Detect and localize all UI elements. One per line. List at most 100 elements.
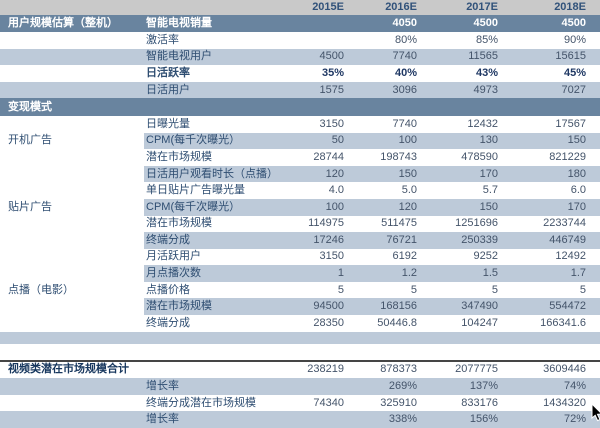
- value-cell: 9252: [473, 250, 498, 263]
- table-row: 激活率 80% 85% 90%: [0, 32, 600, 49]
- row-label-cell: 潜在市场规模: [146, 300, 212, 313]
- row-label-cell: 终端分成: [146, 233, 190, 246]
- value-cell: 120: [398, 200, 417, 213]
- table-row: CPM(每千次曝光） 100 120 150 170: [0, 198, 600, 216]
- value-cell: 338%: [388, 413, 417, 426]
- value-cell: 269%: [388, 379, 417, 392]
- table-row: 日活跃率 35% 40% 43% 45%: [0, 65, 600, 82]
- value-cell: 45%: [563, 67, 586, 80]
- spacer-row-cell: [0, 332, 600, 344]
- year-header-cell: 2017E: [466, 0, 498, 13]
- section-title-cell: 变现模式: [8, 100, 52, 113]
- value-cell: 130: [479, 134, 498, 147]
- table-row: 潜在市场规模 94500 168156 347490 554472: [0, 298, 600, 315]
- value-cell: 250339: [461, 233, 498, 246]
- value-cell: 85%: [475, 33, 498, 46]
- empty-cell: [0, 394, 144, 412]
- table-row: 增长率 338% 156% 72%: [0, 411, 600, 428]
- value-cell: 100: [398, 134, 417, 147]
- row-label-cell: 终端分成: [146, 316, 190, 329]
- value-cell: 28350: [313, 316, 344, 329]
- value-cell: 554472: [549, 300, 586, 313]
- row-label-cell: CPM(每千次曝光）: [146, 134, 241, 147]
- value-cell: 5.0: [401, 184, 417, 197]
- empty-cell: [0, 378, 144, 395]
- value-cell: 2077775: [431, 359, 512, 379]
- empty-cell: [0, 411, 144, 428]
- value-cell: 238219: [280, 359, 358, 379]
- value-cell: 150: [479, 200, 498, 213]
- row-label-cell: 日活用户观看时长（点播）: [146, 167, 278, 180]
- value-cell: 50: [331, 134, 344, 147]
- table-row: 视频类潜在市场规模合计 238219 878373 2077775 3609446: [0, 359, 600, 379]
- value-cell: 3096: [392, 83, 417, 96]
- table-row: 用户规模估算（整机） 智能电视销量 4050 4500 4500: [0, 14, 600, 33]
- value-cell: 137%: [469, 379, 498, 392]
- group-label-cell: 开机广告: [0, 116, 144, 166]
- table-row: 2015E 2016E 2017E 2018E: [0, 0, 600, 15]
- value-cell: 5: [410, 283, 417, 296]
- value-cell: 821229: [549, 150, 586, 163]
- value-cell: 170: [479, 167, 498, 180]
- row-label-cell: CPM(每千次曝光）: [146, 200, 241, 213]
- table-row: CPM(每千次曝光） 50 100 130 150: [0, 132, 600, 150]
- value-cell: 6192: [392, 250, 417, 263]
- table-row: 月点播次数 1 1.2 1.5 1.7: [0, 265, 600, 282]
- value-cell: 1.7: [570, 267, 586, 280]
- table-row: 点播价格 5 5 5 5: [0, 281, 600, 299]
- value-cell: 7740: [392, 117, 417, 130]
- row-label-cell: 增长率: [146, 413, 179, 426]
- value-cell: 4500: [561, 16, 586, 29]
- value-cell: 198743: [380, 150, 417, 163]
- value-cell: 170: [567, 200, 586, 213]
- row-label-cell: 日活用户: [146, 83, 190, 96]
- section-title-cell: 用户规模估算（整机）: [8, 16, 118, 29]
- mouse-cursor-icon: [591, 402, 600, 422]
- value-cell: 100: [325, 200, 344, 213]
- value-cell: 5: [337, 283, 344, 296]
- value-cell: 76721: [386, 233, 417, 246]
- value-cell: [280, 32, 358, 49]
- value-cell: 4973: [473, 83, 498, 96]
- group-label-cell: 点播（电影）: [0, 248, 144, 332]
- year-header-cell: 2018E: [554, 0, 586, 13]
- value-cell: 156%: [469, 413, 498, 426]
- value-cell: 17567: [555, 117, 586, 130]
- value-cell: 74%: [563, 379, 586, 392]
- value-cell: 15615: [555, 50, 586, 63]
- table-row: 开机广告 日曝光量 3150 7740 12432 17567: [0, 116, 600, 166]
- table-row: 潜在市场规模 114975 511475 1251696 2233744: [0, 215, 600, 233]
- row-label-cell: 日活跃率: [146, 67, 190, 80]
- row-label-cell: 终端分成潜在市场规模: [146, 396, 256, 409]
- year-header-cell: 2015E: [312, 0, 344, 13]
- value-cell: 12432: [467, 117, 498, 130]
- value-cell: 40%: [394, 67, 417, 80]
- row-label-cell: 智能电视销量: [146, 16, 212, 29]
- table-row: 点播（电影） 月活跃用户 3150 6192 9252 12492: [0, 248, 600, 332]
- value-cell: 325910: [380, 396, 417, 409]
- value-cell: 5.7: [482, 184, 498, 197]
- row-label-cell: 激活率: [146, 33, 179, 46]
- value-cell: 1.2: [401, 267, 417, 280]
- empty-cell: [0, 65, 144, 82]
- table-row: 终端分成 28350 50446.8 104247 166341.6: [0, 314, 600, 332]
- value-cell: 511475: [381, 217, 417, 230]
- value-cell: 5: [491, 283, 498, 296]
- empty-cell: [0, 32, 144, 49]
- value-cell: 114975: [308, 217, 344, 230]
- value-cell: 168156: [380, 300, 417, 313]
- value-cell: 74340: [313, 396, 344, 409]
- corner-empty-cell: [0, 0, 280, 15]
- value-cell: 4500: [319, 50, 344, 63]
- value-cell: 166341.6: [540, 316, 586, 329]
- table-row: 变现模式: [0, 98, 600, 117]
- value-cell: 833176: [461, 396, 498, 409]
- value-cell: 1: [337, 267, 344, 280]
- value-cell: 7740: [392, 50, 417, 63]
- value-cell: 150: [398, 167, 417, 180]
- year-header-cell: 2016E: [385, 0, 417, 13]
- value-cell: [280, 15, 358, 33]
- value-cell: 3150: [319, 117, 344, 130]
